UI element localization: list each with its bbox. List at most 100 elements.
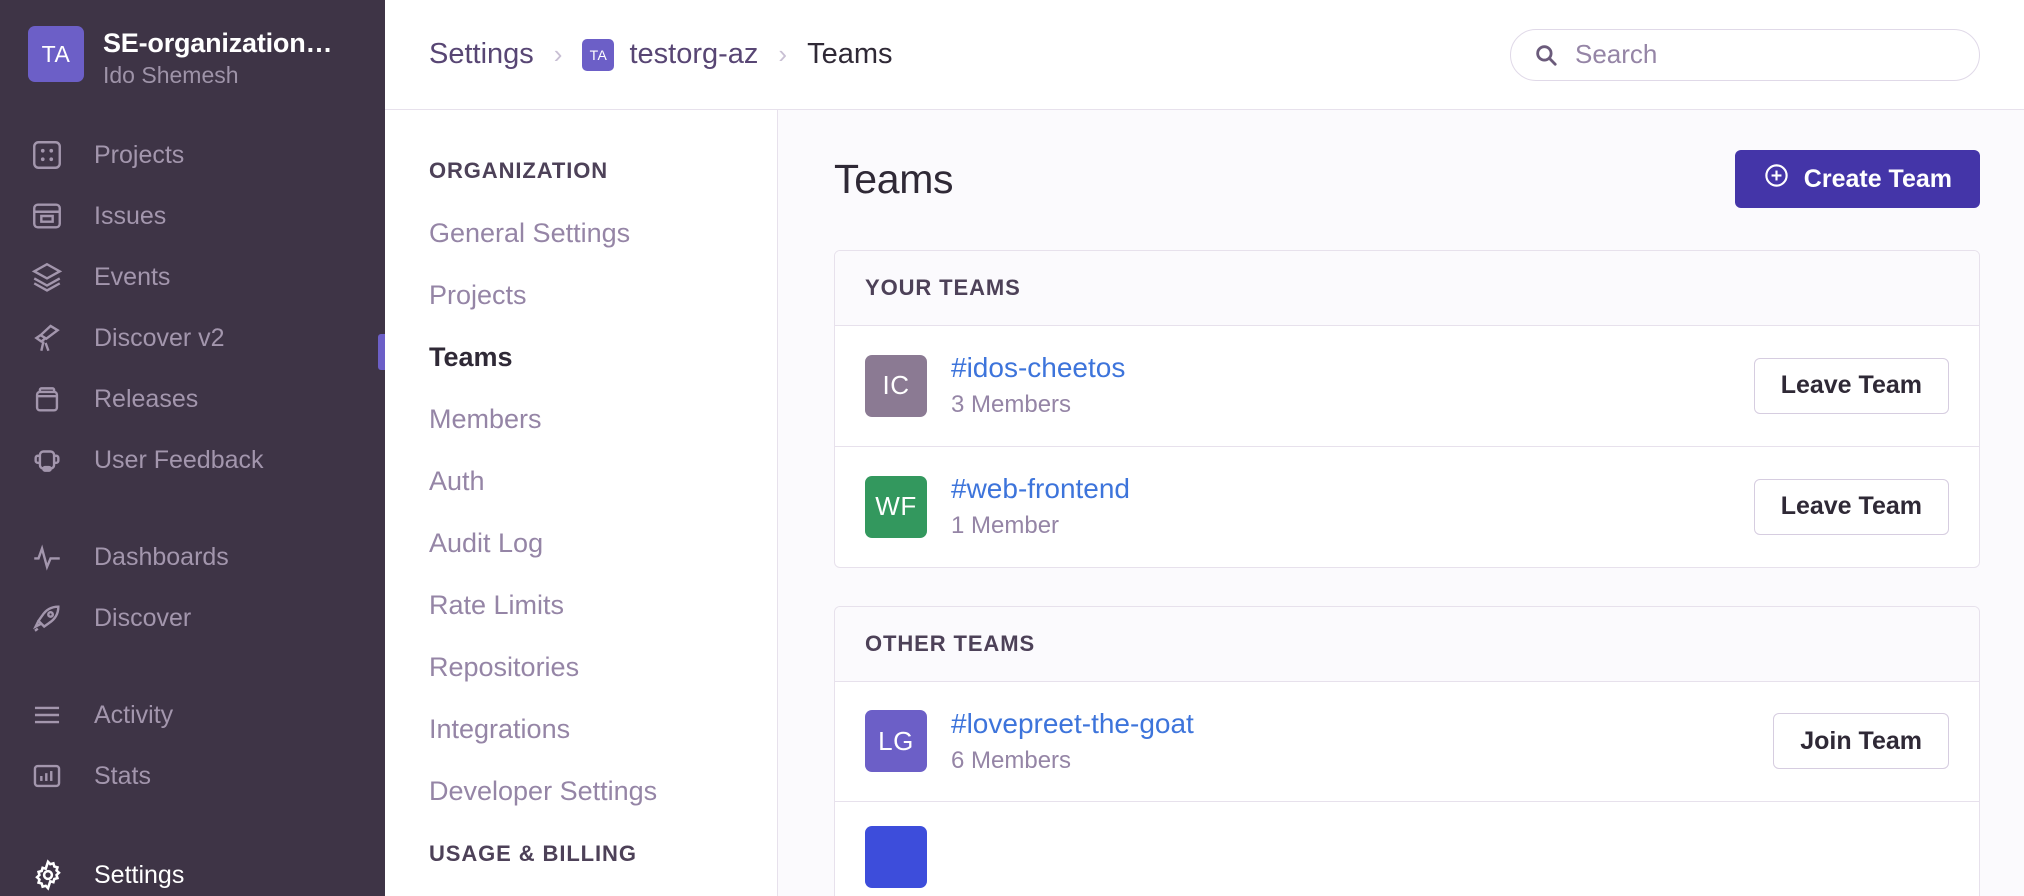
sidebar-item-releases[interactable]: Releases	[0, 369, 385, 430]
panel-heading: YOUR TEAMS	[835, 251, 1979, 326]
sidebar-item-label: User Feedback	[94, 445, 264, 474]
table-row: WF #web-frontend 1 Member Leave Team	[835, 447, 1979, 567]
team-name-link[interactable]: #web-frontend	[951, 472, 1131, 504]
avatar: WF	[865, 475, 927, 538]
sidebar-item-issues[interactable]: Issues	[0, 186, 385, 247]
leave-team-button[interactable]: Leave Team	[1753, 478, 1949, 535]
breadcrumb: Settings › TA testorg-az › Teams	[429, 38, 1510, 71]
projects-icon	[30, 135, 76, 175]
page-title: Teams	[834, 155, 954, 202]
graph-icon	[30, 537, 76, 577]
main-header: Teams Create Team	[834, 150, 1980, 208]
nav-group-analytics: Dashboards Discover	[0, 527, 385, 659]
sidebar-item-label: Stats	[94, 761, 151, 790]
team-text: #lovepreet-the-goat 6 Members	[951, 706, 1194, 778]
search-box[interactable]	[1510, 28, 1980, 81]
sidebar-item-label: Dashboards	[94, 542, 229, 571]
settings-nav-item-teams[interactable]: Teams	[429, 342, 513, 372]
sidebar-item-label: Activity	[94, 700, 174, 729]
team-member-count: 6 Members	[951, 746, 1072, 774]
team-name-link[interactable]: #idos-cheetos	[951, 352, 1126, 383]
sidebar-item-label: Discover v2	[94, 323, 225, 352]
settings-nav-item-projects[interactable]: Projects	[429, 280, 527, 310]
breadcrumb-item-settings[interactable]: Settings	[429, 38, 534, 70]
team-info	[865, 826, 951, 889]
sidebar-item-discover[interactable]: Discover	[0, 588, 385, 649]
issues-icon	[30, 196, 76, 236]
org-name: SE-organization…	[103, 28, 333, 58]
table-row	[835, 802, 1979, 896]
team-member-count: 1 Member	[951, 512, 1060, 540]
nav-divider-2	[0, 659, 385, 685]
main-content: Teams Create Team YOUR TEAMS IC #idos-ch…	[778, 110, 2024, 896]
sidebar-item-events[interactable]: Events	[0, 247, 385, 308]
settings-nav-item-audit-log[interactable]: Audit Log	[429, 528, 544, 558]
right-pane: Settings › TA testorg-az › Teams ORGANIZ…	[385, 0, 2024, 896]
settings-nav: ORGANIZATION General Settings Projects T…	[385, 110, 778, 896]
search-input[interactable]	[1575, 39, 1957, 70]
sidebar-item-settings[interactable]: Settings	[0, 845, 385, 896]
org-user-name: Ido Shemesh	[103, 61, 239, 88]
sidebar-item-activity[interactable]: Activity	[0, 685, 385, 746]
gear-icon	[30, 855, 76, 895]
settings-nav-item-repositories[interactable]: Repositories	[429, 652, 580, 682]
org-avatar: TA	[28, 26, 84, 82]
team-text: #web-frontend 1 Member	[951, 471, 1130, 543]
sidebar-item-label: Discover	[94, 603, 192, 632]
sidebar-item-dashboards[interactable]: Dashboards	[0, 527, 385, 588]
panel-other-teams: OTHER TEAMS LG #lovepreet-the-goat 6 Mem…	[834, 605, 1980, 896]
org-header[interactable]: TA SE-organization… Ido Shemesh	[0, 26, 385, 91]
settings-nav-item-members[interactable]: Members	[429, 404, 542, 434]
sidebar-item-discover-v2[interactable]: Discover v2	[0, 308, 385, 369]
settings-nav-heading-usage-billing: USAGE & BILLING	[429, 841, 637, 866]
sidebar-item-user-feedback[interactable]: User Feedback	[0, 430, 385, 491]
table-row: LG #lovepreet-the-goat 6 Members Join Te…	[835, 682, 1979, 803]
table-row: IC #idos-cheetos 3 Members Leave Team	[835, 326, 1979, 447]
settings-nav-item-integrations[interactable]: Integrations	[429, 714, 571, 744]
breadcrumb-separator: ›	[553, 39, 563, 69]
nav-group-primary: Projects Issues Events Discover v2 Relea…	[0, 125, 385, 501]
leave-team-button[interactable]: Leave Team	[1753, 357, 1949, 414]
sidebar-item-projects[interactable]: Projects	[0, 125, 385, 186]
team-text: #idos-cheetos 3 Members	[951, 350, 1125, 422]
stats-icon	[30, 756, 76, 796]
org-badge: TA	[582, 38, 615, 71]
sidebar-item-stats[interactable]: Stats	[0, 746, 385, 807]
content-area: ORGANIZATION General Settings Projects T…	[385, 110, 2024, 896]
team-member-count: 3 Members	[951, 391, 1072, 419]
org-text: SE-organization… Ido Shemesh	[103, 26, 332, 91]
settings-nav-item-auth[interactable]: Auth	[429, 466, 485, 496]
nav-divider-3	[0, 817, 385, 845]
create-team-button[interactable]: Create Team	[1734, 150, 1980, 208]
avatar	[865, 826, 927, 889]
telescope-icon	[30, 318, 76, 358]
breadcrumb-item-teams: Teams	[807, 38, 893, 70]
team-info: IC #idos-cheetos 3 Members	[865, 350, 1125, 422]
settings-nav-item-developer-settings[interactable]: Developer Settings	[429, 776, 658, 806]
rocket-icon	[30, 598, 76, 638]
nav-group-settings: Settings	[0, 845, 385, 896]
plus-circle-icon	[1763, 162, 1790, 196]
breadcrumb-org-label: testorg-az	[629, 38, 759, 70]
nav-group-activity: Activity Stats	[0, 685, 385, 817]
join-team-button[interactable]: Join Team	[1773, 713, 1949, 770]
sidebar-item-label: Events	[94, 262, 171, 291]
support-icon	[30, 440, 76, 480]
sidebar-item-label: Issues	[94, 201, 167, 230]
breadcrumb-item-org[interactable]: TA testorg-az	[582, 38, 758, 71]
top-bar: Settings › TA testorg-az › Teams	[385, 0, 2024, 110]
nav-divider-1	[0, 501, 385, 527]
sidebar-item-label: Projects	[94, 140, 185, 169]
primary-sidebar: TA SE-organization… Ido Shemesh Projects…	[0, 0, 385, 896]
settings-nav-heading-organization: ORGANIZATION	[429, 158, 609, 183]
sidebar-item-label: Releases	[94, 384, 199, 413]
team-info: LG #lovepreet-the-goat 6 Members	[865, 706, 1194, 778]
team-name-link[interactable]: #lovepreet-the-goat	[951, 707, 1194, 739]
settings-nav-item-rate-limits[interactable]: Rate Limits	[429, 590, 565, 620]
avatar: LG	[865, 710, 927, 773]
settings-nav-item-general-settings[interactable]: General Settings	[429, 218, 631, 248]
avatar: IC	[865, 354, 927, 417]
search-icon	[1533, 42, 1559, 68]
team-info: WF #web-frontend 1 Member	[865, 471, 1130, 543]
